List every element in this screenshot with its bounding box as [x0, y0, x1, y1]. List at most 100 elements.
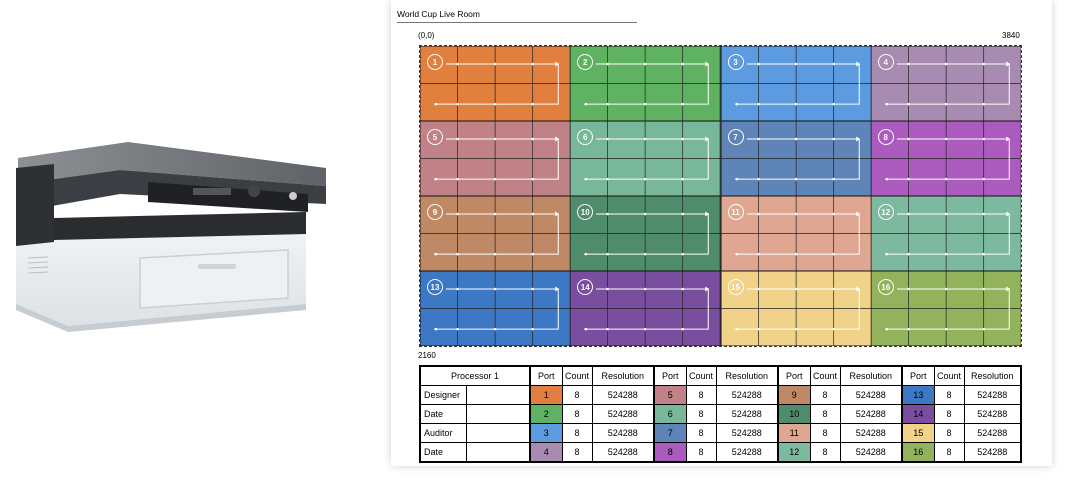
- region-number-badge: 8: [877, 129, 894, 145]
- resolution-cell: 524288: [839, 385, 903, 405]
- resolution-cell: 524288: [591, 404, 655, 424]
- count-header: Count: [685, 365, 717, 386]
- region-number-badge: 3: [727, 54, 744, 70]
- resolution-cell: 524288: [839, 423, 903, 443]
- port-cell: 12: [777, 442, 811, 463]
- port-cell: 3: [529, 423, 563, 443]
- region-14: 14: [570, 271, 721, 346]
- port-header: Port: [901, 365, 935, 386]
- count-cell: 8: [561, 442, 593, 463]
- title-divider: [397, 22, 637, 23]
- port-cell: 6: [653, 404, 687, 424]
- port-cell: 2: [529, 404, 563, 424]
- resolution-cell: 524288: [839, 442, 903, 463]
- region-5: 5: [420, 121, 571, 196]
- region-10: 10: [570, 196, 721, 271]
- row-label: Date: [419, 442, 467, 463]
- resolution-cell: 524288: [839, 404, 903, 424]
- region-16: 16: [870, 271, 1021, 346]
- port-cell: 7: [653, 423, 687, 443]
- region-number-badge: 16: [877, 279, 894, 295]
- resolution-header: Resolution: [963, 365, 1022, 386]
- region-number-badge: 5: [427, 129, 443, 145]
- printer-image: [8, 128, 338, 378]
- processor-config-table: Processor 1 Port Count Resolution Port Count R…: [419, 365, 1022, 463]
- region-4: 4: [870, 46, 1021, 121]
- count-cell: 8: [561, 385, 593, 405]
- count-cell: 8: [561, 404, 593, 424]
- region-number-badge: 11: [727, 204, 744, 220]
- sheet-title: World Cup Live Room: [397, 9, 480, 19]
- region-number-badge: 1: [427, 54, 443, 70]
- count-cell: 8: [933, 404, 965, 424]
- row-value-cell: [465, 442, 531, 463]
- width-label: 3840: [1002, 31, 1020, 40]
- count-cell: 8: [933, 385, 965, 405]
- port-cell: 5: [653, 385, 687, 405]
- row-value-cell: [465, 423, 531, 443]
- count-cell: 8: [685, 404, 717, 424]
- region-number-badge: 15: [727, 279, 744, 295]
- resolution-cell: 524288: [963, 442, 1022, 463]
- port-cell: 8: [653, 442, 687, 463]
- count-cell: 8: [933, 423, 965, 443]
- resolution-cell: 524288: [591, 442, 655, 463]
- table-header-row: Processor 1 Port Count Resolution Port Count R…: [419, 365, 1022, 386]
- resolution-cell: 524288: [591, 385, 655, 405]
- region-11: 11: [720, 196, 871, 271]
- port-cell: 15: [901, 423, 935, 443]
- count-header: Count: [561, 365, 593, 386]
- region-number-badge: 12: [877, 204, 894, 220]
- table-row: Designer 1 8 524288 5 8 524288 9 8 524288 13 8 52428…: [419, 385, 1022, 405]
- port-cell: 10: [777, 404, 811, 424]
- region-7: 7: [720, 121, 871, 196]
- video-wall-canvas: 1 2 3 4 5 6 7 8 9 10 11 12 13 14 15 16: [419, 45, 1022, 347]
- region-9: 9: [420, 196, 571, 271]
- row-label: Auditor: [419, 423, 467, 443]
- count-header: Count: [933, 365, 965, 386]
- row-label: Designer: [419, 385, 467, 405]
- origin-label: (0,0): [418, 31, 435, 40]
- port-cell: 4: [529, 442, 563, 463]
- region-number-badge: 4: [877, 54, 894, 70]
- port-header: Port: [529, 365, 563, 386]
- port-header: Port: [777, 365, 811, 386]
- region-number-badge: 9: [427, 204, 443, 220]
- count-header: Count: [809, 365, 841, 386]
- resolution-cell: 524288: [715, 442, 779, 463]
- count-cell: 8: [809, 442, 841, 463]
- port-cell: 9: [777, 385, 811, 405]
- count-cell: 8: [685, 385, 717, 405]
- region-15: 15: [720, 271, 871, 346]
- resolution-header: Resolution: [715, 365, 779, 386]
- count-cell: 8: [809, 404, 841, 424]
- resolution-header: Resolution: [839, 365, 903, 386]
- region-6: 6: [570, 121, 721, 196]
- count-cell: 8: [685, 442, 717, 463]
- region-number-badge: 2: [577, 54, 594, 70]
- height-label: 2160: [418, 351, 436, 360]
- resolution-cell: 524288: [963, 404, 1022, 424]
- region-number-badge: 7: [727, 129, 744, 145]
- resolution-cell: 524288: [715, 423, 779, 443]
- region-3: 3: [720, 46, 871, 121]
- table-row: Auditor 3 8 524288 7 8 524288 11 8 524288 15 8 52428…: [419, 423, 1022, 443]
- region-2: 2: [570, 46, 721, 121]
- port-cell: 13: [901, 385, 935, 405]
- table-row: Date 2 8 524288 6 8 524288 10 8 524288 14 8 524288: [419, 404, 1022, 424]
- region-13: 13: [420, 271, 571, 346]
- count-cell: 8: [809, 423, 841, 443]
- resolution-cell: 524288: [715, 385, 779, 405]
- resolution-cell: 524288: [591, 423, 655, 443]
- port-cell: 1: [529, 385, 563, 405]
- count-cell: 8: [809, 385, 841, 405]
- port-cell: 11: [777, 423, 811, 443]
- port-cell: 14: [901, 404, 935, 424]
- count-cell: 8: [685, 423, 717, 443]
- resolution-cell: 524288: [963, 423, 1022, 443]
- region-8: 8: [870, 121, 1021, 196]
- count-cell: 8: [561, 423, 593, 443]
- region-number-badge: 14: [577, 279, 594, 295]
- row-value-cell: [465, 404, 531, 424]
